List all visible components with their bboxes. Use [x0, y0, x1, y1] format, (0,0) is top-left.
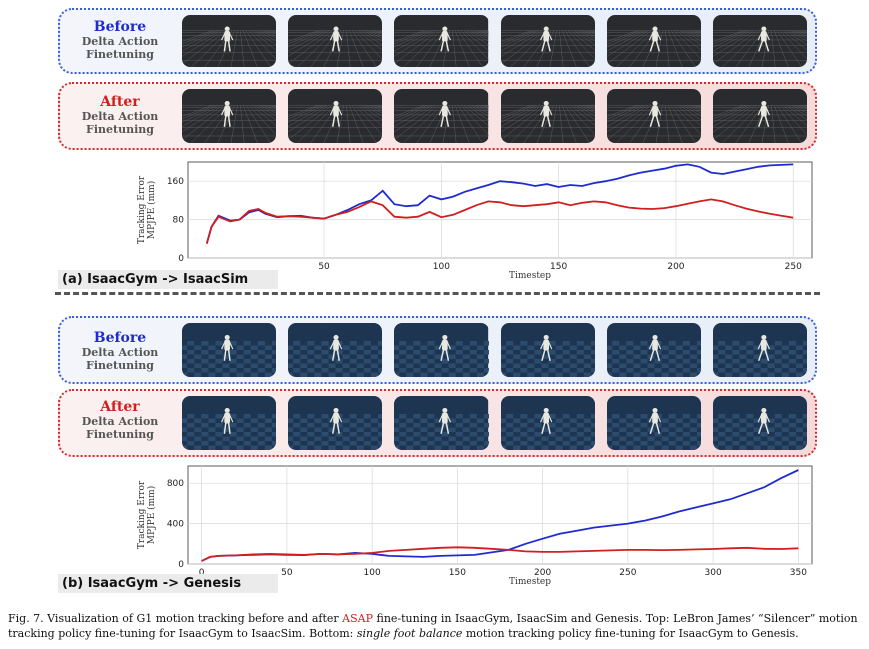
- figure-caption: Fig. 7. Visualization of G1 motion track…: [8, 611, 863, 641]
- series-line-after: [205, 198, 794, 244]
- y-axis-title: MPJPE (mm): [146, 181, 157, 239]
- x-tick-label: 150: [449, 568, 466, 578]
- bottom-after-frames: [182, 396, 808, 450]
- top-before-sub1: Delta Action: [81, 35, 159, 48]
- y-tick-label: 0: [178, 560, 184, 570]
- top-section-tag: (a) IsaacGym -> IsaacSim: [58, 270, 278, 289]
- bottom-after-label: After Delta Action Finetuning: [60, 399, 180, 441]
- y-tick-label: 80: [173, 216, 185, 226]
- x-tick-label: 50: [281, 568, 293, 578]
- top-after-sub2: Finetuning: [86, 123, 154, 136]
- y-tick-label: 800: [167, 479, 184, 489]
- x-tick-label: 250: [785, 262, 802, 272]
- sim-frame: [394, 323, 489, 377]
- bottom-before-sub1: Delta Action: [81, 346, 159, 359]
- sim-frame: [182, 396, 277, 450]
- caption-emphasis: single foot balance: [356, 627, 463, 640]
- x-tick-label: 250: [619, 568, 636, 578]
- y-axis-title: Tracking Error: [137, 480, 147, 549]
- bottom-tracking-error-chart: 0 50 100 150 200 250 300 350 0 400 800 Timestep Trac…: [137, 465, 813, 586]
- x-tick-label: 100: [364, 568, 381, 578]
- sim-frame: [288, 15, 383, 67]
- sim-frame: [182, 15, 277, 67]
- bottom-section-tag: (b) IsaacGym -> Genesis: [58, 574, 278, 593]
- x-tick-label: 0: [199, 568, 205, 578]
- sim-frame: [288, 396, 383, 450]
- plot-area: [187, 465, 813, 565]
- y-axis-title: Tracking Error: [137, 175, 147, 244]
- top-after-panel: After Delta Action Finetuning: [58, 82, 817, 150]
- top-after-title: After: [100, 94, 140, 110]
- sim-frame: [288, 89, 383, 143]
- x-axis-title: Timestep: [509, 271, 551, 280]
- bottom-after-panel: After Delta Action Finetuning: [58, 389, 817, 457]
- series-line-after: [201, 546, 799, 562]
- x-axis-title: Timestep: [509, 577, 551, 586]
- sim-frame: [606, 323, 701, 377]
- sim-frame: [394, 89, 489, 143]
- top-after-label: After Delta Action Finetuning: [60, 94, 180, 136]
- sim-frame: [712, 323, 808, 377]
- bottom-before-panel: Before Delta Action Finetuning: [58, 316, 817, 384]
- x-tick-label: 100: [433, 262, 450, 272]
- top-before-label: Before Delta Action Finetuning: [60, 19, 180, 61]
- y-tick-label: 0: [178, 254, 184, 264]
- x-tick-label: 350: [790, 568, 807, 578]
- sim-frame: [394, 396, 489, 450]
- bottom-after-sub2: Finetuning: [86, 428, 154, 441]
- bottom-before-title: Before: [93, 330, 147, 346]
- x-tick-label: 200: [534, 568, 551, 578]
- caption-prefix: Fig. 7. Visualization of G1 motion track…: [8, 612, 343, 625]
- bottom-before-sub2: Finetuning: [86, 359, 154, 372]
- sim-frame: [500, 89, 595, 143]
- sim-frame: [500, 323, 595, 377]
- x-tick-label: 150: [550, 262, 567, 272]
- sim-frame: [606, 89, 701, 143]
- sim-frame: [500, 396, 595, 450]
- sim-frame: [712, 15, 808, 67]
- x-tick-label: 300: [705, 568, 722, 578]
- sim-frame: [606, 15, 701, 67]
- sim-frame: [182, 89, 277, 143]
- sim-frame: [394, 15, 489, 67]
- bottom-after-title: After: [100, 399, 140, 415]
- caption-suffix: motion tracking policy fine-tuning for I…: [462, 627, 799, 640]
- y-tick-label: 400: [167, 520, 184, 530]
- sim-frame: [182, 323, 277, 377]
- y-axis-title: MPJPE (mm): [146, 486, 157, 544]
- sim-frame: [606, 396, 701, 450]
- plot-area: [187, 161, 813, 259]
- sim-frame: [500, 15, 595, 67]
- sim-frame: [288, 323, 383, 377]
- x-tick-label: 50: [318, 262, 330, 272]
- bottom-after-sub1: Delta Action: [81, 415, 159, 428]
- bottom-before-label: Before Delta Action Finetuning: [60, 330, 180, 372]
- top-before-panel: Before Delta Action Finetuning: [58, 8, 817, 74]
- y-tick-label: 160: [167, 177, 184, 187]
- section-divider: [55, 292, 820, 295]
- top-before-frames: [182, 15, 808, 67]
- top-before-sub2: Finetuning: [86, 48, 154, 61]
- sim-frame: [712, 89, 808, 143]
- sim-frame: [712, 396, 808, 450]
- top-after-sub1: Delta Action: [81, 110, 159, 123]
- top-before-title: Before: [93, 19, 147, 35]
- caption-asap-link[interactable]: ASAP: [342, 612, 373, 625]
- x-tick-label: 200: [667, 262, 684, 272]
- bottom-before-frames: [182, 323, 808, 377]
- top-after-frames: [182, 89, 808, 143]
- caption-mid: fine-tuning in IsaacGym, IsaacSim and Ge…: [8, 612, 858, 640]
- top-tracking-error-chart: 50 100 150 200 250 0 80 160 Timestep Tracking Err…: [137, 161, 813, 280]
